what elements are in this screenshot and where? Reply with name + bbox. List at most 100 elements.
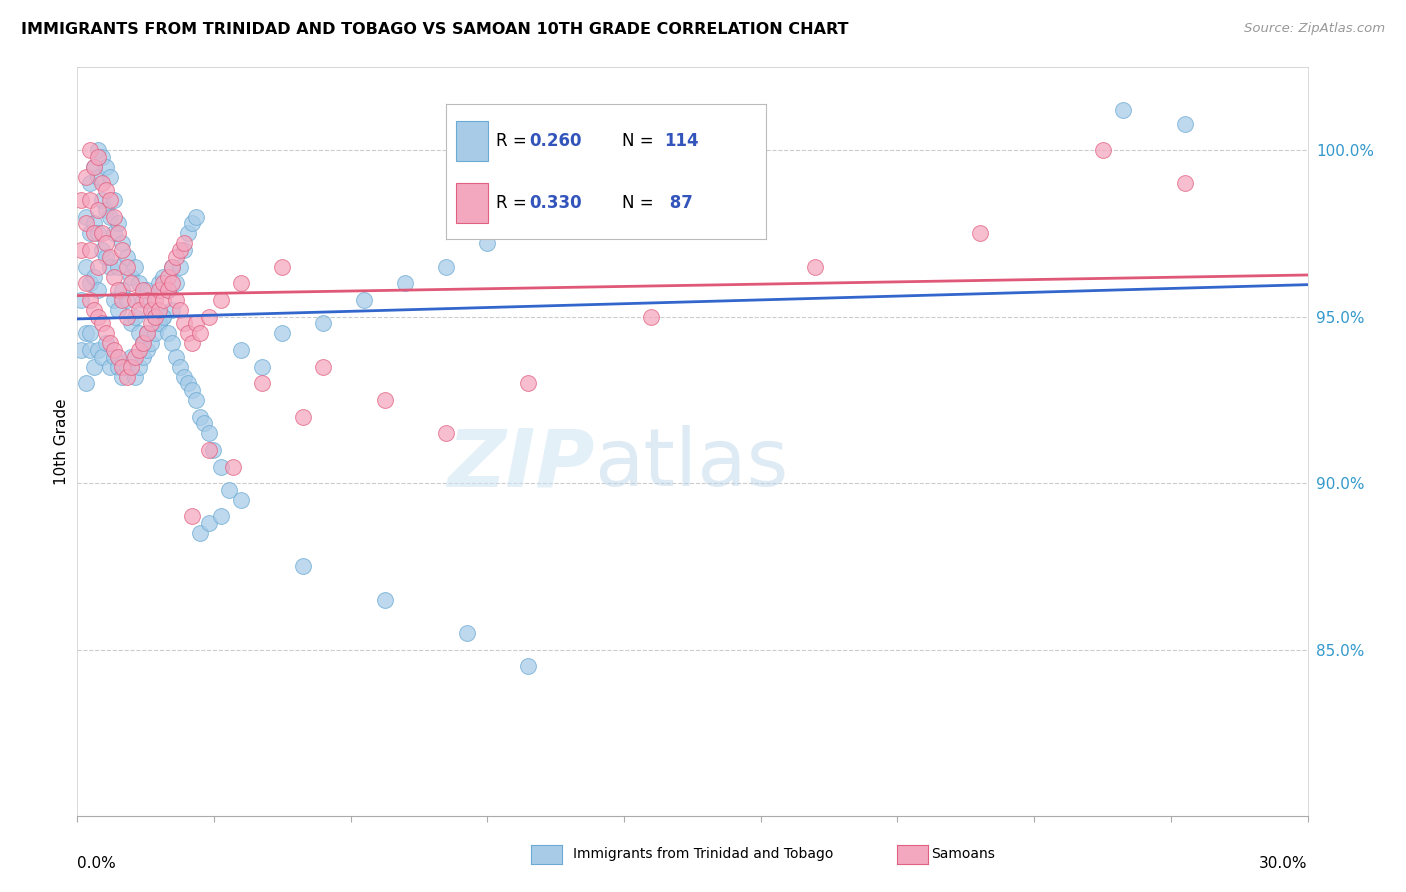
Point <box>640 310 662 324</box>
Point <box>98 359 121 374</box>
Point <box>209 459 232 474</box>
Point <box>83 303 105 318</box>
Point <box>98 260 121 274</box>
Y-axis label: 10th Grade: 10th Grade <box>53 398 69 485</box>
Point <box>128 326 150 341</box>
Point <box>128 359 150 374</box>
Point <box>169 359 191 374</box>
Point <box>111 359 134 374</box>
Point <box>136 326 159 341</box>
Point <box>148 277 170 291</box>
Point <box>94 236 117 251</box>
Point <box>197 516 219 530</box>
Point <box>374 392 396 407</box>
Point <box>804 260 827 274</box>
Point <box>312 316 335 330</box>
Point <box>87 203 110 218</box>
Point <box>160 277 183 291</box>
Text: 30.0%: 30.0% <box>1260 856 1308 871</box>
Point <box>103 350 125 364</box>
Point <box>111 369 134 384</box>
Point <box>107 260 129 274</box>
Point <box>107 303 129 318</box>
Text: R =: R = <box>496 194 531 211</box>
Point <box>165 293 187 307</box>
Point <box>181 216 204 230</box>
Point <box>148 316 170 330</box>
Point <box>111 293 134 307</box>
Point <box>103 293 125 307</box>
Point <box>87 169 110 184</box>
Point <box>231 492 253 507</box>
Point <box>160 336 183 351</box>
Point <box>181 383 204 397</box>
Point <box>94 250 117 264</box>
Point <box>75 277 97 291</box>
Point <box>231 277 253 291</box>
Point <box>169 243 191 257</box>
Point <box>83 216 105 230</box>
Point <box>98 210 121 224</box>
Point <box>231 343 253 357</box>
Point <box>132 336 155 351</box>
Point <box>90 316 114 330</box>
Point <box>177 326 200 341</box>
Point <box>173 236 195 251</box>
Text: 114: 114 <box>664 132 699 150</box>
Point <box>969 227 991 241</box>
Point <box>98 250 121 264</box>
Point <box>90 150 114 164</box>
Point <box>143 310 166 324</box>
Point <box>98 336 121 351</box>
Point <box>152 310 174 324</box>
Point <box>141 316 163 330</box>
Point <box>107 359 129 374</box>
Point <box>90 227 114 241</box>
Point <box>87 260 110 274</box>
Point <box>291 409 314 424</box>
Point <box>75 169 97 184</box>
Point <box>169 260 191 274</box>
Text: Immigrants from Trinidad and Tobago: Immigrants from Trinidad and Tobago <box>572 847 834 861</box>
Point <box>165 350 187 364</box>
Point <box>75 326 97 341</box>
Point <box>87 343 110 357</box>
Point <box>111 236 134 251</box>
Text: N =: N = <box>623 194 659 211</box>
Point <box>152 277 174 291</box>
Point <box>90 243 114 257</box>
Point <box>1174 177 1197 191</box>
Point <box>87 143 110 157</box>
Point <box>70 343 93 357</box>
Point <box>152 293 174 307</box>
Point <box>115 293 138 307</box>
Point <box>143 310 166 324</box>
Point <box>83 160 105 174</box>
Point <box>79 143 101 157</box>
Point <box>136 326 159 341</box>
Point <box>152 269 174 284</box>
Point <box>477 236 499 251</box>
Point <box>79 227 101 241</box>
Point <box>156 283 179 297</box>
Point <box>132 293 155 307</box>
Point <box>517 659 540 673</box>
Point <box>148 283 170 297</box>
Point <box>250 359 273 374</box>
Point <box>83 227 105 241</box>
Point <box>90 177 114 191</box>
Point <box>115 369 138 384</box>
Point <box>394 277 416 291</box>
Point <box>79 243 101 257</box>
Point <box>193 416 215 430</box>
Point <box>115 250 138 264</box>
Point <box>94 160 117 174</box>
Point <box>79 343 101 357</box>
Point <box>160 303 183 318</box>
Point <box>87 283 110 297</box>
Point <box>312 359 335 374</box>
Point <box>136 293 159 307</box>
Point <box>271 260 294 274</box>
Point <box>156 269 179 284</box>
Point <box>517 376 540 391</box>
